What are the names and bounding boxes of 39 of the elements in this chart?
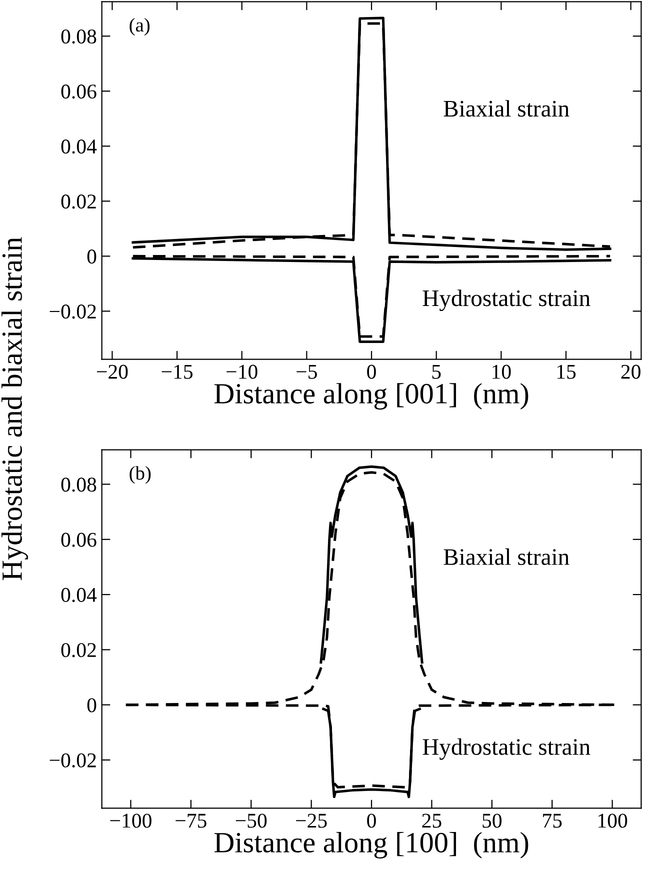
y-tick-label: −0.02	[50, 753, 96, 768]
x-tick-label: 5	[432, 364, 441, 379]
y-tick-label: 0	[87, 250, 96, 264]
x-tick-label: 20	[621, 364, 640, 379]
y-tick-label: 0.08	[61, 29, 96, 44]
x-tick-label: −5	[296, 364, 317, 379]
annotation: Biaxial strain	[444, 548, 570, 566]
x-axis-title: Distance along [001] (nm)	[214, 383, 528, 410]
x-tick-label: 10	[492, 364, 511, 379]
x-tick-label: −15	[162, 364, 193, 379]
annotation: Hydrostatic strain	[422, 738, 590, 760]
x-tick-label: 50	[482, 814, 502, 828]
x-tick-label: 15	[557, 364, 576, 379]
x-tick-label: −50	[236, 814, 267, 828]
y-tick-label: 0.06	[61, 532, 96, 547]
y-tick-label: 0	[87, 698, 96, 712]
y-tick-label: 0.02	[61, 194, 96, 209]
annotation: (a)	[130, 18, 150, 36]
y-tick-label: 0.06	[61, 84, 96, 99]
x-tick-label: −100	[110, 814, 152, 828]
x-tick-label: −75	[176, 814, 206, 828]
x-axis-title: Distance along [100] (nm)	[214, 832, 528, 859]
y-tick-label: 0.04	[61, 140, 97, 154]
x-tick-label: −20	[96, 364, 128, 379]
x-tick-label: −10	[226, 364, 258, 379]
annotation: Hydrostatic strain	[422, 290, 590, 312]
y-tick-label: 0.02	[61, 643, 96, 658]
x-tick-label: 75	[543, 814, 562, 828]
y-tick-label: 0.08	[61, 478, 96, 492]
x-tick-label: 25	[422, 814, 442, 828]
x-tick-label: 0	[367, 364, 376, 379]
annotation: (b)	[130, 466, 151, 484]
x-tick-label: 0	[367, 814, 376, 828]
y-tick-label: 0.04	[61, 588, 97, 602]
annotation: Biaxial strain	[444, 100, 570, 117]
y-tick-label: −0.02	[50, 304, 96, 319]
y-axis-title: Hydrostatic and biaxial strain	[1, 237, 28, 580]
x-tick-label: 100	[598, 814, 628, 828]
x-tick-label: −25	[296, 814, 327, 828]
